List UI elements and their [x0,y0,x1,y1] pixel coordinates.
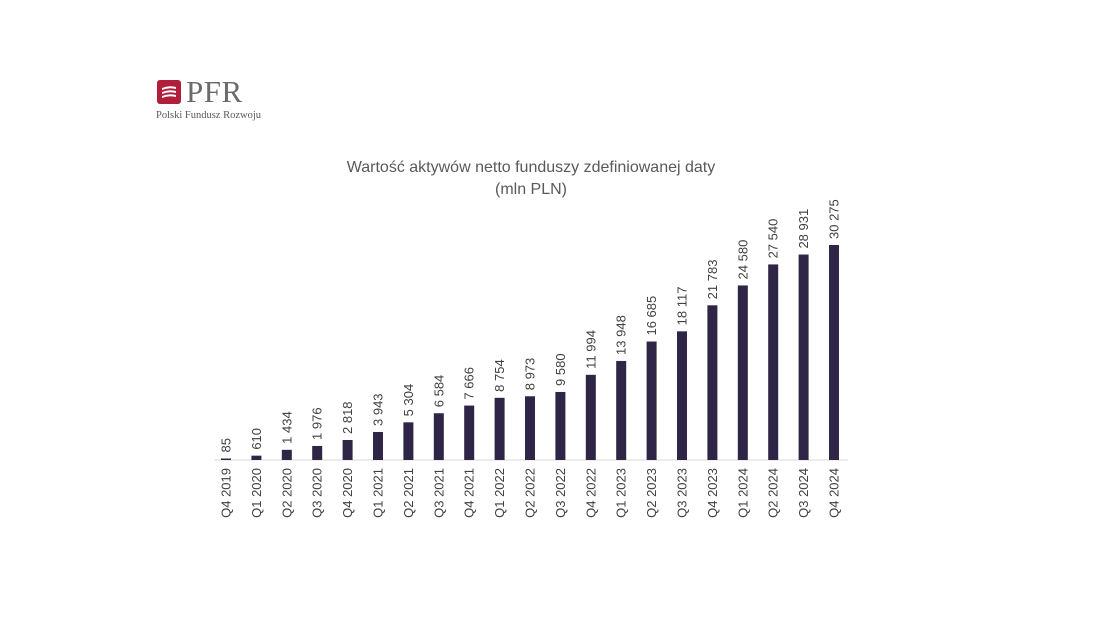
bar [464,405,475,460]
bar-value-label: 28 931 [796,209,811,249]
bar [221,458,231,460]
chart-title-block: Wartość aktywów netto funduszy zdefiniow… [300,157,762,201]
bar [342,439,353,460]
pfr-logo-icon [157,80,181,104]
x-tick-label: Q1 2020 [249,468,264,518]
bar-value-label: 85 [219,438,234,452]
x-tick-label: Q3 2021 [431,468,446,518]
x-tick-label: Q1 2021 [371,468,386,518]
bar [251,455,262,460]
bar-value-label: 1 434 [279,411,294,444]
x-tick-label: Q1 2023 [614,468,629,518]
pfr-logo: PFR Polski Fundusz Rozwoju [155,74,305,126]
logo-wordmark: PFR [186,74,243,109]
x-tick-label: Q4 2019 [219,468,234,518]
bar-value-label: 8 754 [492,359,507,392]
x-tick-label: Q4 2020 [340,468,355,518]
x-tick-label: Q3 2024 [796,468,811,518]
x-tick-label: Q2 2021 [401,468,416,518]
bar [494,397,505,460]
bar [677,331,687,460]
logo-subtitle: Polski Fundusz Rozwoju [156,110,262,121]
bar-value-label: 1 976 [310,407,325,440]
bar [403,422,414,460]
x-tick-label: Q2 2023 [644,468,659,518]
bar-value-label: 27 540 [766,219,781,259]
chart-subtitle: (mln PLN) [494,181,567,198]
bar-value-label: 5 304 [401,384,416,417]
x-tick-label: Q1 2024 [735,468,750,518]
bar-value-label: 11 994 [583,330,598,369]
bar-value-label: 8 973 [523,358,538,391]
bar-value-label: 16 685 [644,296,659,336]
bar-value-label: 30 275 [827,199,842,239]
bar [525,396,535,460]
x-tick-label: Q3 2020 [310,468,325,518]
x-tick-label: Q4 2024 [827,468,842,518]
bar [646,341,657,460]
bar [312,445,323,460]
bar-value-label: 610 [249,428,264,450]
bar-value-label: 6 584 [431,375,446,408]
bar [281,449,292,460]
bar-value-label: 21 783 [705,260,720,300]
bar [555,391,566,460]
bar [737,285,748,460]
bar [798,254,809,460]
bar [768,264,779,460]
x-tick-label: Q2 2022 [523,468,538,518]
bar-value-label: 18 117 [675,287,690,326]
x-tick-label: Q4 2021 [462,468,477,518]
chart-title: Wartość aktywów netto funduszy zdefiniow… [346,159,716,176]
bar [373,431,383,460]
x-tick-label: Q1 2022 [492,468,507,518]
bar [433,413,444,460]
x-tick-label: Q4 2023 [705,468,720,518]
x-tick-label: Q3 2023 [675,468,690,518]
x-tick-label: Q3 2022 [553,468,568,518]
bar-value-label: 2 818 [340,401,355,434]
bar-value-label: 7 666 [462,367,477,400]
bar [585,374,596,460]
bar-value-label: 24 580 [735,240,750,280]
bar [707,305,718,460]
bar [616,360,627,460]
x-tick-label: Q2 2020 [279,468,294,518]
bar [829,245,839,460]
x-tick-label: Q4 2022 [583,468,598,518]
x-tick-label: Q2 2024 [766,468,781,518]
bar-value-label: 9 580 [553,353,568,386]
bar-value-label: 13 948 [614,315,629,355]
bar-value-label: 3 943 [371,393,386,426]
